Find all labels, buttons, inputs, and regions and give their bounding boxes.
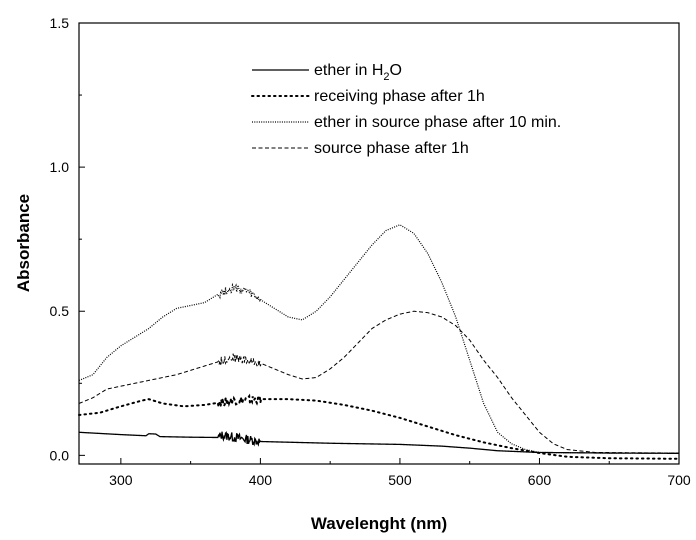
- legend-label: source phase after 1h: [314, 140, 469, 157]
- series-layer: [78, 224, 680, 460]
- y-tick-label: 0.5: [50, 303, 70, 319]
- legend-label-subscript: 2: [383, 71, 389, 83]
- legend-label: ether in H2O: [314, 62, 402, 83]
- x-tick-label: 400: [249, 472, 273, 488]
- x-axis-title: Wavelenght (nm): [311, 514, 447, 533]
- y-tick-label: 1.0: [50, 159, 70, 175]
- legend-label-main: source phase after 1h: [314, 140, 469, 157]
- y-tick-label: 0.0: [50, 447, 70, 463]
- x-axis: 300 400 500 600 700: [109, 458, 691, 488]
- x-tick-label: 600: [528, 472, 552, 488]
- series-line: [78, 431, 680, 454]
- legend-label-tail: O: [390, 62, 402, 79]
- legend-label-main: receiving phase after 1h: [314, 88, 485, 105]
- legend-label-main: ether in source phase after 10 min.: [314, 114, 561, 131]
- series-line: [78, 224, 679, 454]
- series-line: [78, 393, 680, 460]
- legend-label-main: ether in H: [314, 62, 383, 79]
- series-line: [78, 310, 680, 454]
- x-tick-label: 700: [667, 472, 691, 488]
- plot-frame: [78, 22, 680, 465]
- legend-label: receiving phase after 1h: [314, 88, 485, 105]
- x-tick-label: 500: [388, 472, 412, 488]
- y-axis: 0.0 0.5 1.0 1.5: [50, 15, 85, 463]
- y-tick-label: 1.5: [50, 15, 70, 31]
- x-tick-label: 300: [109, 472, 133, 488]
- legend-label: ether in source phase after 10 min.: [314, 114, 561, 131]
- y-axis-title: Absorbance: [14, 194, 33, 292]
